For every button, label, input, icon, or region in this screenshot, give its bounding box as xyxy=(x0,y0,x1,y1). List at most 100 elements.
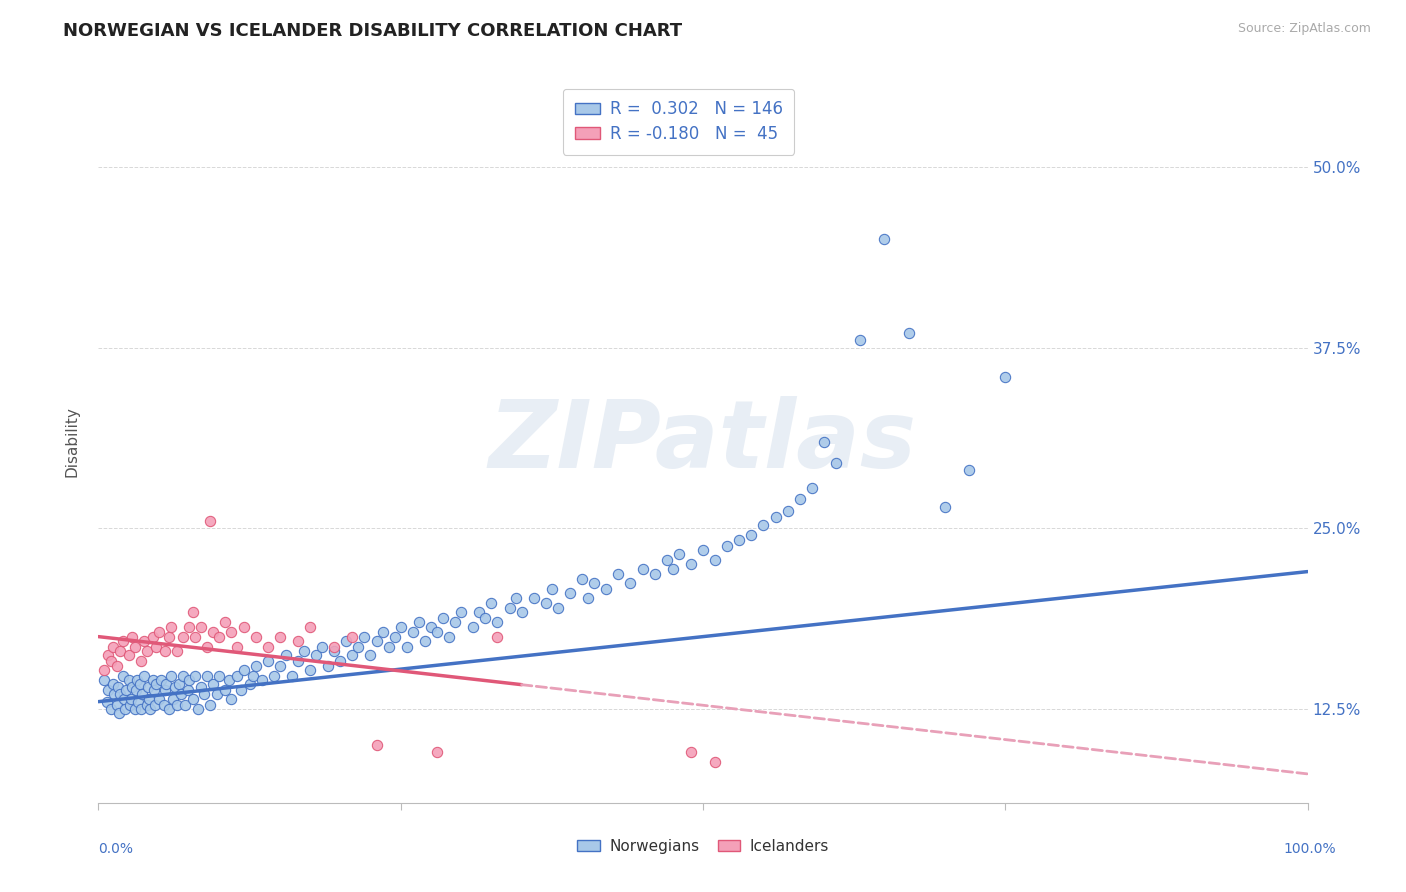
Point xyxy=(181,605,204,619)
Text: ZIPatlas: ZIPatlas xyxy=(489,395,917,488)
Text: 100.0%: 100.0% xyxy=(1284,842,1336,856)
Text: Source: ZipAtlas.com: Source: ZipAtlas.com xyxy=(1237,22,1371,36)
Point xyxy=(619,576,641,591)
Point xyxy=(395,640,418,654)
Point xyxy=(100,654,122,668)
Point xyxy=(245,630,267,644)
Point xyxy=(274,648,297,663)
Point xyxy=(202,677,225,691)
Point xyxy=(481,596,503,610)
Point xyxy=(384,630,406,644)
Point xyxy=(190,680,212,694)
Point xyxy=(214,683,236,698)
Point xyxy=(716,539,738,553)
Point xyxy=(124,640,146,654)
Point xyxy=(129,702,152,716)
Point xyxy=(342,630,364,644)
Point xyxy=(957,463,980,477)
Point xyxy=(214,615,236,630)
Point xyxy=(108,644,131,658)
Point xyxy=(163,680,186,694)
Point xyxy=(128,677,150,691)
Point xyxy=(510,605,533,619)
Point xyxy=(505,591,527,605)
Point xyxy=(174,698,197,712)
Point xyxy=(118,698,141,712)
Point xyxy=(127,673,149,687)
Point xyxy=(111,668,134,682)
Point xyxy=(125,683,148,698)
Point xyxy=(571,572,593,586)
Point xyxy=(547,600,569,615)
Point xyxy=(114,702,136,716)
Point xyxy=(187,702,209,716)
Point xyxy=(148,625,170,640)
Point xyxy=(208,668,231,682)
Point xyxy=(134,668,156,682)
Point xyxy=(142,673,165,687)
Point xyxy=(444,615,467,630)
Point xyxy=(145,640,167,654)
Point xyxy=(121,630,143,644)
Point xyxy=(426,625,449,640)
Point xyxy=(523,591,546,605)
Point xyxy=(263,668,285,682)
Point xyxy=(143,698,166,712)
Point xyxy=(250,673,273,687)
Point xyxy=(474,611,496,625)
Point xyxy=(486,615,509,630)
Point xyxy=(157,702,180,716)
Point xyxy=(849,334,872,348)
Point xyxy=(120,691,142,706)
Point xyxy=(169,677,191,691)
Point xyxy=(221,625,243,640)
Point xyxy=(232,663,254,677)
Point xyxy=(299,619,322,633)
Point xyxy=(135,698,157,712)
Point xyxy=(704,756,727,770)
Point xyxy=(316,658,339,673)
Point xyxy=(100,702,122,716)
Point xyxy=(540,582,562,596)
Point xyxy=(305,648,328,663)
Point xyxy=(162,691,184,706)
Point xyxy=(195,640,218,654)
Point xyxy=(166,698,188,712)
Point xyxy=(108,687,131,701)
Point xyxy=(139,702,162,716)
Point xyxy=(426,745,449,759)
Point xyxy=(323,644,346,658)
Point xyxy=(692,542,714,557)
Point xyxy=(897,326,920,341)
Point xyxy=(160,619,183,633)
Point xyxy=(342,648,364,663)
Point xyxy=(371,625,394,640)
Point xyxy=(181,691,204,706)
Point xyxy=(169,687,191,701)
Point xyxy=(138,691,160,706)
Point xyxy=(148,691,170,706)
Point xyxy=(97,648,120,663)
Text: NORWEGIAN VS ICELANDER DISABILITY CORRELATION CHART: NORWEGIAN VS ICELANDER DISABILITY CORREL… xyxy=(63,22,682,40)
Point xyxy=(679,745,702,759)
Point xyxy=(679,558,702,572)
Point xyxy=(135,644,157,658)
Point xyxy=(934,500,956,514)
Point xyxy=(226,640,249,654)
Point xyxy=(366,634,388,648)
Point xyxy=(752,518,775,533)
Point xyxy=(256,640,278,654)
Point xyxy=(93,673,115,687)
Point xyxy=(208,630,231,644)
Point xyxy=(269,658,291,673)
Point xyxy=(101,640,124,654)
Point xyxy=(127,695,149,709)
Point xyxy=(347,640,370,654)
Point xyxy=(129,654,152,668)
Point xyxy=(825,456,848,470)
Point xyxy=(644,567,666,582)
Point xyxy=(205,687,228,701)
Point xyxy=(432,611,454,625)
Point xyxy=(101,677,124,691)
Point xyxy=(323,640,346,654)
